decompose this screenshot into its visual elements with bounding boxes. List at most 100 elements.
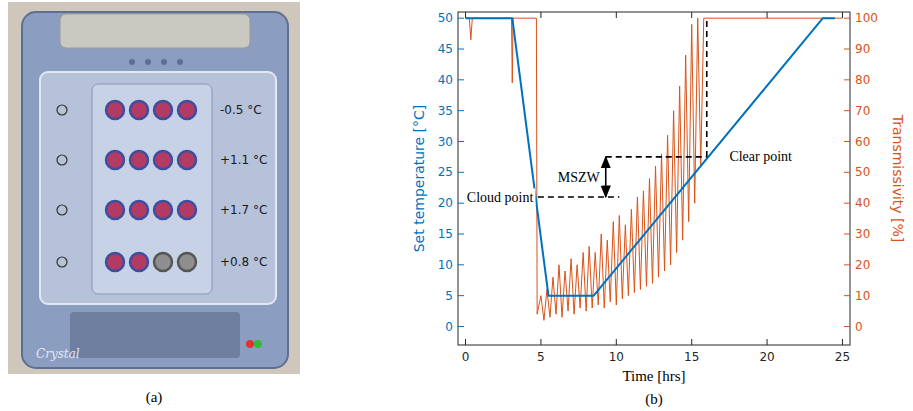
x-tick xyxy=(540,339,541,345)
y2-tick-label: 20 xyxy=(855,258,870,272)
vial-holder xyxy=(92,84,212,294)
y2-tick-label: 70 xyxy=(855,104,870,118)
y-tick xyxy=(458,18,464,19)
guide-line xyxy=(706,18,708,157)
vial xyxy=(106,101,124,119)
x-axis-title: Time [hrs] xyxy=(622,368,685,384)
vial xyxy=(178,151,196,169)
y2-axis-title: Transmissivity [%] xyxy=(890,114,906,243)
indicator xyxy=(129,59,135,65)
vial xyxy=(130,101,148,119)
vial xyxy=(154,253,172,271)
plot-area xyxy=(458,12,850,345)
annotation: MSZW xyxy=(558,170,601,185)
y-tick xyxy=(458,49,464,50)
vial xyxy=(130,253,148,271)
annotation: Clear point xyxy=(729,149,792,164)
slot-marker xyxy=(57,205,67,215)
chart xyxy=(458,12,850,345)
y-tick xyxy=(458,172,464,173)
x-tick xyxy=(767,339,768,345)
y-tick-label: 5 xyxy=(445,289,453,303)
x-tick-label: 10 xyxy=(609,350,624,364)
y2-tick-label: 80 xyxy=(855,73,870,87)
guides xyxy=(538,18,707,197)
y-tick-label: 20 xyxy=(438,196,453,210)
x-tick xyxy=(616,339,617,345)
device-lower xyxy=(70,312,240,358)
y-tick-label: 35 xyxy=(438,104,453,118)
guide-line xyxy=(538,196,619,198)
photo-label: +1.7 °C xyxy=(220,203,267,217)
transmissivity-line xyxy=(466,18,843,320)
y-tick-label: 50 xyxy=(438,11,453,25)
set-temperature-line xyxy=(466,18,835,296)
y-tick-label: 0 xyxy=(445,320,453,334)
vial xyxy=(106,201,124,219)
vial xyxy=(130,151,148,169)
y2-tick xyxy=(844,18,850,19)
y2-tick-label: 0 xyxy=(855,320,863,334)
vial xyxy=(178,201,196,219)
x-tick-label: 20 xyxy=(759,350,774,364)
data-layer xyxy=(466,18,843,320)
y2-tick xyxy=(844,110,850,111)
y2-tick xyxy=(844,203,850,204)
photo-label: +0.8 °C xyxy=(220,255,267,269)
vial xyxy=(130,201,148,219)
annotation-bg xyxy=(465,189,536,206)
y2-tick-label: 50 xyxy=(855,165,870,179)
y-tick xyxy=(458,203,464,204)
x-tick-top xyxy=(540,12,541,18)
x-tick-label: 25 xyxy=(835,350,850,364)
indicator xyxy=(145,59,151,65)
y2-tick xyxy=(844,79,850,80)
vial xyxy=(178,253,196,271)
y2-tick xyxy=(844,49,850,50)
vial xyxy=(106,253,124,271)
x-tick-top xyxy=(842,12,843,18)
x-tick-top xyxy=(767,12,768,18)
y-tick-label: 15 xyxy=(438,227,453,241)
y-tick xyxy=(458,141,464,142)
x-tick-label: 5 xyxy=(537,350,545,364)
x-tick-top xyxy=(691,12,692,18)
annotation: Cloud point xyxy=(467,190,534,205)
slot-marker xyxy=(57,105,67,115)
photo-panel: -0.5 °C+1.1 °C+1.7 °C+0.8 °CCrystal xyxy=(8,2,300,374)
led xyxy=(246,340,254,348)
y-tick-label: 45 xyxy=(438,42,453,56)
figure: -0.5 °C+1.1 °C+1.7 °C+0.8 °CCrystal(a)Cl… xyxy=(0,0,913,411)
x-tick-label: 0 xyxy=(462,350,470,364)
y2-tick xyxy=(844,295,850,296)
vial xyxy=(106,151,124,169)
y2-tick xyxy=(844,264,850,265)
vial xyxy=(154,201,172,219)
panel-caption: (b) xyxy=(645,391,663,408)
brand-label: Crystal xyxy=(36,347,80,361)
x-tick-label: 15 xyxy=(684,350,699,364)
photo-background xyxy=(8,2,300,374)
plot-frame xyxy=(458,12,850,345)
x-tick xyxy=(842,339,843,345)
y2-tick-label: 40 xyxy=(855,196,870,210)
indicator xyxy=(161,59,167,65)
y2-tick-label: 100 xyxy=(855,11,878,25)
y-tick xyxy=(458,326,464,327)
annotation-bg xyxy=(556,169,603,186)
vial xyxy=(178,101,196,119)
y-tick-label: 10 xyxy=(438,258,453,272)
y2-tick-label: 90 xyxy=(855,42,870,56)
y-tick xyxy=(458,110,464,111)
device-body xyxy=(22,12,288,368)
y-tick xyxy=(458,79,464,80)
panel-caption: (a) xyxy=(146,389,163,406)
y2-tick-label: 10 xyxy=(855,289,870,303)
glass-plate xyxy=(40,72,276,304)
led xyxy=(254,340,262,348)
x-tick xyxy=(465,339,466,345)
mszw-arrow xyxy=(605,157,607,197)
y2-tick xyxy=(844,141,850,142)
x-tick-top xyxy=(465,12,466,18)
y-tick-label: 30 xyxy=(438,135,453,149)
